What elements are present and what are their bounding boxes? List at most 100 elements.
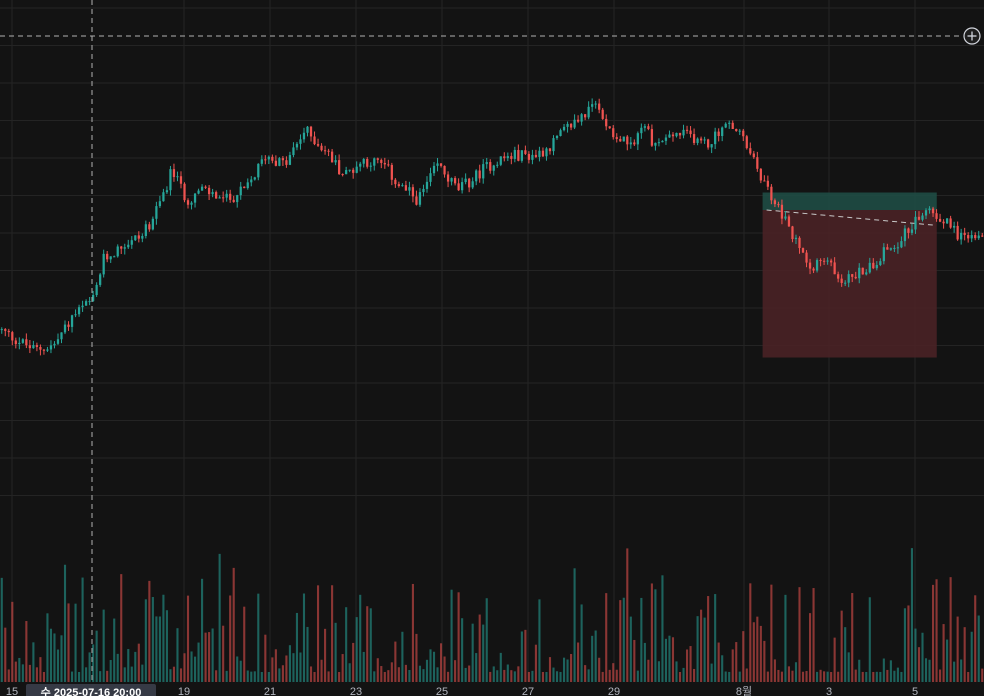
candle <box>742 128 745 141</box>
volume-bar <box>893 670 896 682</box>
volume-bar <box>780 671 783 682</box>
candle <box>179 171 183 189</box>
volume-bar <box>193 656 197 682</box>
volume-bar <box>362 651 365 682</box>
candle <box>397 181 400 188</box>
candle <box>692 128 696 146</box>
volume-bar <box>95 630 98 682</box>
candle <box>777 201 780 208</box>
loss-zone[interactable] <box>762 210 937 358</box>
candle <box>917 211 921 221</box>
volume-bar <box>341 654 344 682</box>
volume-bar <box>738 671 741 682</box>
volume-bar <box>373 671 376 682</box>
candle <box>938 213 942 223</box>
candle <box>689 126 692 138</box>
candle <box>591 98 594 112</box>
candle <box>320 143 323 152</box>
candle <box>218 195 221 199</box>
volume-bar <box>447 671 450 682</box>
candle <box>380 158 383 169</box>
volume-bar <box>236 656 239 682</box>
candle <box>524 145 527 155</box>
candle <box>559 128 562 137</box>
volume-bar <box>587 669 590 682</box>
candle <box>25 333 28 349</box>
volume-bar <box>436 667 439 682</box>
candle <box>257 163 260 181</box>
candle <box>116 244 119 258</box>
crosshair-plus-button[interactable] <box>963 27 981 45</box>
volume-bar <box>865 671 868 682</box>
volume-bar <box>770 584 773 682</box>
volume-bar <box>155 616 158 682</box>
candle <box>580 113 583 126</box>
candle <box>165 186 169 194</box>
candle <box>499 156 502 167</box>
volume-bar <box>302 593 306 682</box>
candle <box>594 100 597 109</box>
volume-bar <box>629 616 632 682</box>
candle <box>970 230 973 243</box>
volume-bar <box>109 660 112 682</box>
volume-bar <box>773 659 776 682</box>
candle <box>900 236 903 249</box>
candle <box>492 164 495 176</box>
candle <box>661 140 664 143</box>
candle <box>401 183 404 187</box>
candle <box>496 161 499 168</box>
candle <box>981 232 984 238</box>
candle <box>671 132 675 142</box>
candle <box>812 267 815 274</box>
volume-bar <box>724 671 727 682</box>
profit-zone[interactable] <box>762 192 937 211</box>
volume-bar <box>489 671 492 682</box>
candle <box>868 257 871 274</box>
volume-bar <box>411 583 414 682</box>
volume-bar <box>49 628 53 682</box>
volume-bar <box>123 667 126 682</box>
volume-bar <box>359 594 362 682</box>
volume-bar <box>369 608 372 682</box>
volume-bar <box>766 671 769 682</box>
candle <box>77 304 81 317</box>
candle <box>510 152 513 165</box>
candle <box>907 227 910 239</box>
candle <box>506 152 509 162</box>
candle <box>872 258 875 270</box>
volume-bar <box>816 671 819 682</box>
candle <box>949 215 952 229</box>
volume-bar <box>225 670 228 682</box>
volume-bar <box>120 574 123 682</box>
candle <box>0 327 3 334</box>
volume-bar <box>366 606 369 682</box>
volume-bar <box>756 616 759 682</box>
volume-bar <box>404 664 407 682</box>
candle <box>81 300 84 312</box>
candle <box>439 163 443 168</box>
volume-bar <box>432 651 436 682</box>
volume-bar <box>872 671 875 682</box>
volume-bar <box>570 654 573 682</box>
candle <box>534 149 538 159</box>
candle <box>517 144 520 162</box>
candle <box>42 348 46 355</box>
candle <box>366 157 369 169</box>
volume-bar <box>960 659 963 682</box>
volume-bar <box>619 600 622 682</box>
volume-bar <box>538 599 541 682</box>
candle <box>74 309 77 318</box>
candle <box>953 221 956 233</box>
x-tick-label: 27 <box>522 686 534 696</box>
volume-bar <box>721 655 724 682</box>
volume-bar <box>594 630 597 682</box>
candle <box>879 258 882 267</box>
candle <box>383 157 386 169</box>
volume-bar <box>847 652 850 682</box>
volume-bar <box>728 671 731 682</box>
volume-bar <box>510 670 513 682</box>
candle <box>155 201 158 225</box>
volume-bar <box>819 669 822 682</box>
volume-bar <box>682 667 685 682</box>
